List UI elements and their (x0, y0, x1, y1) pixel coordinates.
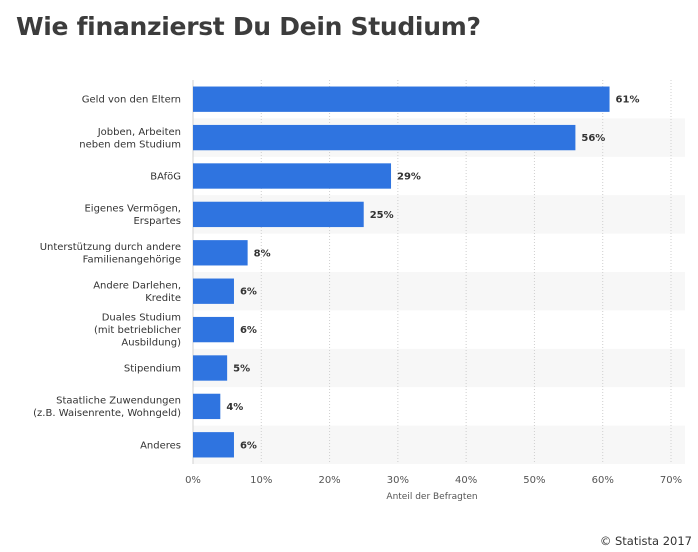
value-label: 8% (254, 248, 271, 259)
value-label: 25% (370, 210, 394, 221)
x-tick-label: 40% (455, 475, 477, 486)
bars (193, 86, 610, 458)
x-tick-label: 0% (185, 475, 201, 486)
category-labels: Geld von den Eltern Jobben, Arbeiten neben… (33, 95, 182, 452)
category-label: Anderes (140, 440, 181, 451)
bar (193, 355, 228, 381)
value-label: 5% (233, 364, 250, 375)
x-axis-title: Anteil der Befragten (386, 492, 477, 502)
row-band (193, 425, 685, 464)
x-tick-label: 50% (523, 475, 545, 486)
category-label: Duales Studium (mit betrieblicher Ausbildu… (94, 313, 182, 349)
value-label: 29% (397, 172, 421, 183)
category-label: Staatliche Zuwendungen (z.B. Waisenrente,… (33, 396, 181, 420)
bar (193, 163, 392, 189)
row-band (193, 272, 685, 311)
value-label: 61% (616, 95, 640, 106)
x-tick-label: 60% (592, 475, 614, 486)
source-credit: © Statista 2017 (599, 534, 692, 548)
x-tick-label: 70% (660, 475, 682, 486)
category-label: BAföG (150, 172, 181, 183)
bar (193, 240, 248, 266)
value-labels: 61% 56% 29% 25% 8% 6% 6% 5% 4% 6% (226, 95, 639, 452)
value-label: 6% (240, 440, 257, 451)
x-tick-label: 20% (318, 475, 340, 486)
x-tick-label: 30% (387, 475, 409, 486)
category-label: Andere Darlehen, Kredite (93, 280, 181, 304)
value-label: 6% (240, 287, 257, 298)
value-label: 4% (226, 402, 243, 413)
bar (193, 201, 364, 228)
x-tick-labels: 0% 10% 20% 30% 40% 50% 60% 70% (185, 475, 682, 486)
bar (193, 124, 576, 151)
category-label: Stipendium (124, 364, 181, 375)
bar (193, 316, 234, 343)
bar (193, 86, 610, 112)
category-label: Geld von den Eltern (82, 95, 181, 106)
chart-title: Wie finanzierst Du Dein Studium? (16, 12, 481, 41)
value-label: 56% (581, 133, 605, 144)
bar (193, 278, 234, 304)
bar (193, 393, 221, 420)
category-label: Eigenes Vermögen, Erspartes (84, 204, 181, 228)
category-label: Unterstützung durch andere Familienangehö… (40, 242, 181, 265)
bar (193, 432, 234, 458)
category-label: Jobben, Arbeiten neben dem Studium (79, 127, 181, 151)
row-band (193, 348, 685, 388)
value-label: 6% (240, 325, 257, 336)
x-tick-label: 10% (250, 475, 272, 486)
